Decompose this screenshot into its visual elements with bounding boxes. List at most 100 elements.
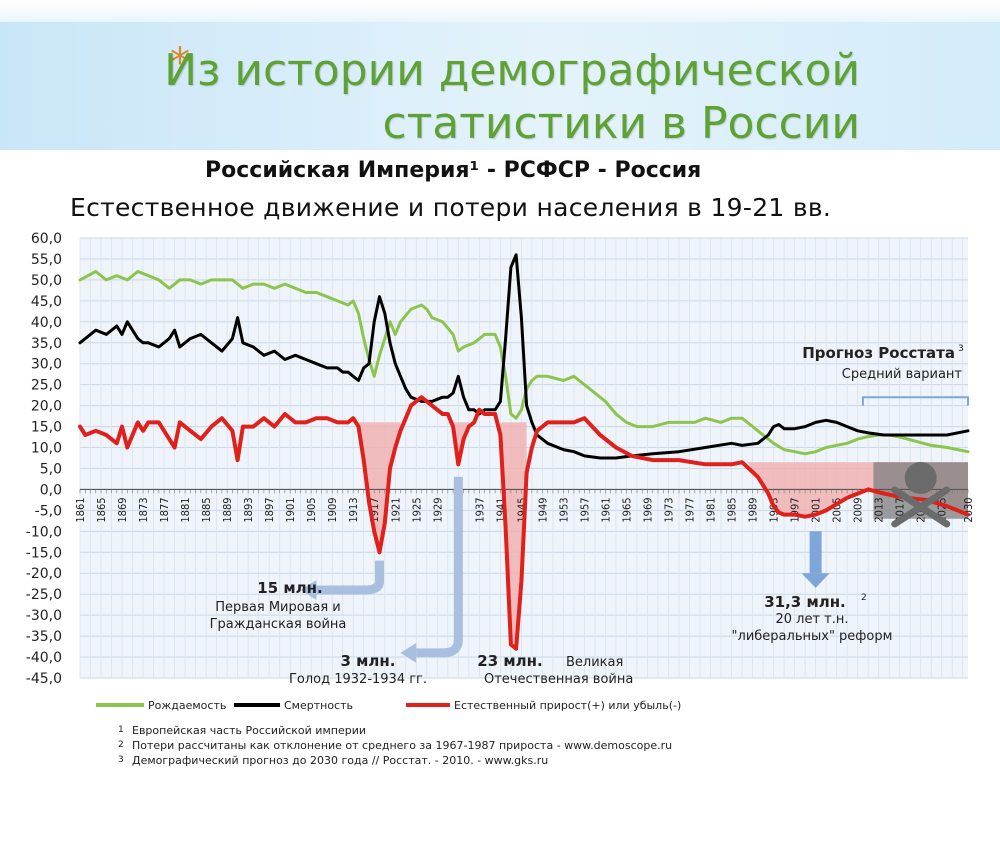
annotations: 15 млн. Первая Мировая и Гражданская война… [210,344,964,687]
y-tick-label: 50,0 [31,273,62,289]
x-tick-label: 1981 [705,497,718,522]
y-tick-label: -10,0 [26,524,62,540]
x-tick-label: 1885 [200,497,213,522]
arrow-liberal-head [801,573,830,588]
x-tick-label: 1873 [137,497,150,522]
y-tick-label: 5,0 [40,461,62,477]
y-tick-label: 10,0 [31,441,62,457]
footnote-1: 1 Европейская часть Российской империи [118,724,366,737]
y-tick-label: 35,0 [31,336,62,352]
annotation-liberal-text2: "либеральных" реформ [732,629,893,644]
y-tick-label: -45,0 [26,671,62,687]
y-tick-label: 30,0 [31,357,62,373]
annotation-famine-value: 3 млн. [341,652,396,670]
annotation-arrows [300,396,969,663]
demographic-chart: 60,055,050,045,040,035,030,025,020,015,0… [26,231,975,712]
x-tick-label: 1897 [263,497,276,522]
x-tick-label: 1965 [620,497,633,522]
loss-area-famine [447,422,469,465]
x-tick-label: 1961 [599,497,612,522]
y-tick-label: -15,0 [26,545,62,561]
annotation-liberal-sup: 2 [861,593,867,603]
x-tick-label: 1977 [684,497,697,522]
annotation-ww2-text2: Отечественная война [484,672,633,687]
annotation-forecast-text: Средний вариант [842,367,963,382]
x-tick-label: 1973 [662,497,675,522]
y-tick-label: 25,0 [31,378,62,394]
skull-head [904,462,937,494]
chart-legend: Рождаемость Смертность Естественный прирос… [96,699,681,712]
y-tick-label: -40,0 [26,650,62,666]
annotation-liberal-text1: 20 лет т.н. [775,612,848,627]
footnote-2: 2 Потери рассчитаны как отклонение от сре… [118,739,673,752]
skull-crossbones-icon [891,462,951,528]
x-tick-label: 1953 [557,497,570,522]
annotation-ww1-text2: Гражданская война [210,617,347,632]
x-tick-label: 1893 [242,497,255,522]
y-tick-label: -20,0 [26,566,62,582]
annotation-liberal-value: 31,3 млн. [764,593,846,611]
x-tick-label: 1937 [473,497,486,522]
page-title-line1: Из истории демографической [164,45,860,96]
legend-label-1: Смертность [284,699,353,712]
arrow-famine [416,476,463,658]
x-tick-label: 1901 [284,497,297,522]
legend-label-2: Естественный прирост(+) или убыль(-) [454,699,681,712]
x-tick-label: 1869 [116,497,129,522]
x-tick-label: 2013 [873,497,886,522]
x-tick-label: 1865 [95,497,108,522]
annotation-forecast-sup: 3 [958,344,964,354]
series-lines [78,253,970,651]
annotation-ww2-value: 23 млн. [477,652,542,670]
y-tick-label: 20,0 [31,399,62,415]
loss-area-ww1 [353,422,401,553]
x-tick-label: 1969 [641,497,654,522]
annotation-ww1-text1: Первая Мировая и [215,600,341,615]
y-tick-label: 55,0 [31,252,62,268]
x-tick-label: 1889 [221,497,234,522]
x-tick-label: 1989 [747,497,760,522]
footnote-3: 3 Демографический прогноз до 2030 года //… [118,754,549,767]
x-tick-label: 1877 [158,497,171,522]
x-tick-label: 1881 [179,497,192,522]
crossbone [891,486,951,528]
x-tick-label: 1905 [305,497,318,522]
x-tick-label: 1909 [326,497,339,522]
x-tick-label: 2009 [852,497,865,522]
annotation-forecast-title: Прогноз Росстата [802,344,955,362]
y-tick-label: 45,0 [31,294,62,310]
annotation-famine-text: Голод 1932-1934 гг. [289,672,427,687]
annotation-ww2-text1: Великая [566,655,623,670]
x-tick-label: 1929 [431,497,444,522]
x-tick-label: 1921 [389,497,402,522]
x-tick-label: 1861 [74,497,87,522]
y-tick-label: -30,0 [26,608,62,624]
title-star-icon: * [170,40,190,86]
x-tick-label: 1997 [789,497,802,522]
annotation-ww1-value: 15 млн. [257,579,322,597]
x-tick-label: 1949 [536,497,549,522]
y-tick-label: -25,0 [26,587,62,603]
x-tick-label: 1957 [578,497,591,522]
x-tick-label: 1985 [726,497,739,522]
death-rate-line [78,253,970,460]
x-tick-label: 2030 [962,497,975,522]
birth-rate-line [78,270,970,456]
arrow-famine-head [400,642,417,663]
y-tick-label: 60,0 [31,231,62,247]
x-tick-label: 2001 [810,497,823,522]
x-tick-label: 1925 [410,497,423,522]
y-tick-label: 0,0 [40,482,62,498]
page-title-line2: статистики в России [382,98,860,149]
arrow-liberal [809,531,822,574]
y-tick-label: -5,0 [35,503,62,519]
chart-subtitle-regimes: Российская Империя¹ - РСФСР - Россия [205,158,702,183]
y-tick-label: -35,0 [26,629,62,645]
chart-subtitle-description: Естественное движение и потери населения… [70,193,832,222]
forecast-bracket [861,396,969,406]
banner-top-stripe [0,0,1000,22]
title-banner [0,0,1000,150]
arrow-ww1-head [300,580,317,600]
